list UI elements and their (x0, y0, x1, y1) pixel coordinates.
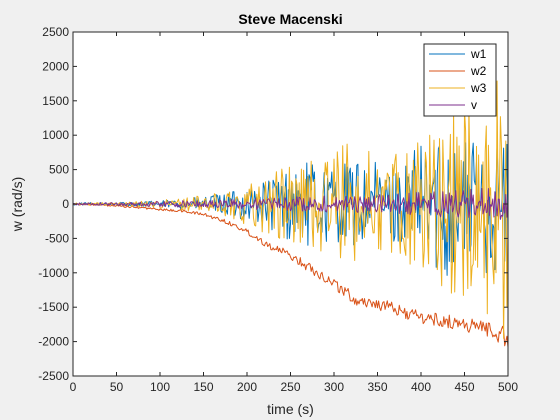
legend: w1 w2 w3 v (423, 43, 497, 117)
legend-label-w3: w3 (470, 81, 487, 95)
y-tick-label: 2500 (42, 25, 69, 39)
chart-title: Steve Macenski (238, 11, 342, 27)
y-tick-label: 2000 (42, 59, 69, 73)
y-tick-label: -1000 (38, 266, 69, 280)
x-tick-label: 100 (150, 380, 170, 394)
y-axis-label: w (rad/s) (9, 177, 25, 232)
y-tick-label: -1500 (38, 300, 69, 314)
x-tick-label: 250 (280, 380, 300, 394)
ticks-layer: 0 50 100 150 200 250 300 350 400 450 500 -2500 -2000… (38, 25, 518, 394)
y-tick-label: 500 (49, 163, 69, 177)
legend-box (423, 43, 497, 117)
legend-label-w1: w1 (470, 47, 487, 61)
legend-label-v: v (471, 98, 477, 112)
x-tick-label: 450 (454, 380, 474, 394)
x-tick-label: 350 (367, 380, 387, 394)
x-tick-label: 300 (324, 380, 344, 394)
x-tick-label: 200 (237, 380, 257, 394)
x-tick-label: 150 (193, 380, 213, 394)
x-axis-label: time (s) (267, 401, 314, 417)
legend-label-w2: w2 (470, 64, 487, 78)
x-tick-label: 400 (411, 380, 431, 394)
y-tick-label: -2000 (38, 335, 69, 349)
x-tick-label: 500 (498, 380, 518, 394)
y-tick-label: 0 (62, 197, 69, 211)
x-tick-label: 0 (70, 380, 77, 394)
y-tick-label: 1500 (42, 94, 69, 108)
x-tick-label: 50 (110, 380, 124, 394)
series-layer (72, 80, 509, 348)
series-line-w2 (72, 203, 509, 348)
y-tick-label: -500 (45, 231, 69, 245)
series-line-v (72, 188, 509, 220)
y-tick-label: -2500 (38, 369, 69, 383)
y-tick-label: 1000 (42, 128, 69, 142)
